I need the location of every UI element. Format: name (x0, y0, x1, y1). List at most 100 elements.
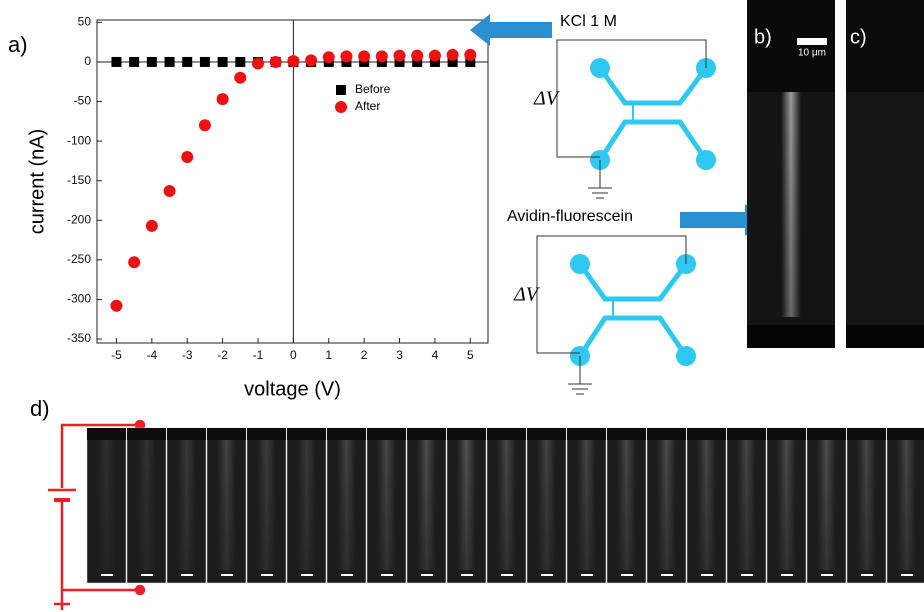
fluorescence (697, 440, 716, 570)
point (146, 56, 157, 67)
scale-bar (301, 574, 313, 576)
x-tick-label: 5 (467, 348, 474, 362)
panel-label: d) (30, 396, 50, 421)
scale-bar (461, 574, 473, 576)
fluorescence (377, 440, 396, 570)
frame-band (847, 428, 886, 440)
channel (577, 262, 689, 302)
fluorescence (817, 440, 836, 570)
x-tick-label: 4 (432, 348, 439, 362)
scale-bar (101, 574, 113, 576)
frame-band (567, 428, 606, 440)
wire (536, 235, 687, 354)
x-tick-label: 1 (325, 348, 332, 362)
point (411, 49, 424, 62)
point (111, 56, 122, 67)
solution-label: Avidin-fluorescein (507, 208, 633, 225)
fluorescence (137, 440, 156, 570)
point (358, 50, 371, 63)
panel-label: c) (850, 26, 867, 48)
frame-band (287, 428, 326, 440)
fluorescence (737, 440, 756, 570)
channel (597, 119, 709, 162)
frame-band (327, 428, 366, 440)
scale-bar (341, 574, 353, 576)
x-tick-label: 0 (290, 348, 297, 362)
point (181, 150, 194, 163)
y-tick-label: -250 (67, 252, 91, 266)
point (305, 54, 318, 67)
point (446, 48, 459, 61)
frame-band (767, 428, 806, 440)
point (129, 56, 140, 67)
fluorescence (657, 440, 676, 570)
frame-band (127, 428, 166, 440)
scale-bar (781, 574, 793, 576)
frame-band (807, 428, 846, 440)
scale-bar (181, 574, 193, 576)
y-tick-label: -50 (74, 94, 92, 108)
point (110, 299, 123, 312)
point (217, 56, 228, 67)
y-tick-label: -100 (67, 133, 91, 147)
point (216, 93, 229, 106)
point (394, 56, 405, 67)
fluorescence (777, 440, 796, 570)
frame-band (527, 428, 566, 440)
solution-label: KCl 1 M (560, 13, 617, 30)
point (412, 56, 423, 67)
fluorescence (177, 440, 196, 570)
point (340, 50, 353, 63)
scale-bar (421, 574, 433, 576)
legend-marker (336, 85, 346, 95)
point (234, 71, 247, 84)
frame-band (607, 428, 646, 440)
fluorescence (577, 440, 596, 570)
frame-band (487, 428, 526, 440)
y-tick-label: -350 (67, 331, 91, 345)
x-tick-label: -2 (217, 348, 228, 362)
reservoir (590, 58, 610, 78)
scale-bar (541, 574, 553, 576)
point (235, 56, 246, 67)
scale-bar (381, 574, 393, 576)
point (269, 55, 282, 68)
point (375, 50, 388, 63)
x-tick-label: -3 (182, 348, 193, 362)
chart-a: 500-50-100-150-200-250-300-350-5 -4 -3 -2 -1… (26, 15, 489, 400)
point (198, 119, 211, 132)
point (464, 48, 477, 61)
frame-band (447, 428, 486, 440)
x-axis-label: voltage (V) (244, 378, 341, 400)
reservoir (570, 254, 590, 274)
legend-marker (335, 101, 347, 113)
frame-band (207, 428, 246, 440)
fluorescence (257, 440, 276, 570)
x-tick-label: 3 (396, 348, 403, 362)
fluorescence (897, 440, 916, 570)
voltage-label: ΔV (533, 88, 561, 110)
scale-bar (701, 574, 713, 576)
panel-label: a) (8, 32, 28, 57)
panel-label: b) (754, 26, 772, 48)
legend-label: Before (355, 82, 391, 96)
legend-label: After (355, 99, 380, 113)
device-diagram (556, 39, 716, 199)
point (199, 56, 210, 67)
frame-band (647, 428, 686, 440)
point (145, 219, 158, 232)
circuit (48, 419, 146, 610)
y-tick-label: 0 (84, 54, 91, 68)
scale-bar (661, 574, 673, 576)
device-diagram (536, 235, 696, 395)
x-tick-label: 2 (361, 348, 368, 362)
scale-bar (821, 574, 833, 576)
y-tick-label: 50 (78, 15, 92, 29)
arrow (470, 14, 552, 46)
frame-band (727, 428, 766, 440)
wire (556, 39, 707, 158)
plot-frame (96, 19, 489, 344)
y-tick-label: -300 (67, 292, 91, 306)
y-tick-label: -150 (67, 173, 91, 187)
